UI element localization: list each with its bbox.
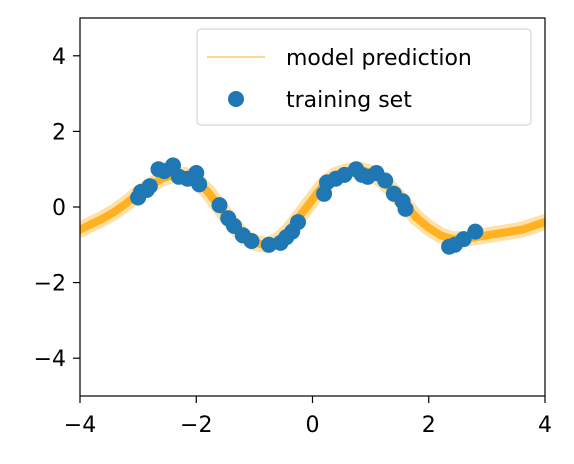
y-tick-label: −2 — [34, 272, 66, 297]
training-point — [243, 233, 260, 249]
x-tick-label: −2 — [180, 413, 212, 438]
y-tick-label: 4 — [52, 45, 66, 70]
legend-label-training-set: training set — [286, 88, 412, 113]
training-point — [191, 176, 208, 193]
training-set-markers — [130, 157, 484, 255]
training-point — [455, 231, 472, 248]
legend: model prediction training set — [196, 28, 532, 126]
training-point — [141, 178, 158, 195]
legend-label-model-prediction: model prediction — [286, 46, 472, 71]
training-point — [290, 214, 306, 231]
training-point — [377, 172, 394, 189]
x-tick-label: 2 — [422, 413, 436, 438]
x-axis-ticks: −4 −2 0 2 4 — [64, 396, 552, 438]
training-point — [467, 223, 484, 240]
training-point — [397, 200, 414, 217]
x-tick-label: 4 — [538, 413, 552, 438]
y-tick-label: 0 — [52, 196, 66, 221]
training-point — [211, 197, 228, 214]
y-tick-label: −4 — [34, 347, 66, 372]
legend-marker-swatch — [228, 91, 244, 107]
x-tick-label: 0 — [306, 413, 320, 438]
x-tick-label: −4 — [64, 413, 96, 438]
y-axis-ticks: −4 −2 0 2 4 — [34, 45, 80, 372]
legend-box — [196, 28, 532, 126]
y-tick-label: 2 — [52, 120, 66, 145]
